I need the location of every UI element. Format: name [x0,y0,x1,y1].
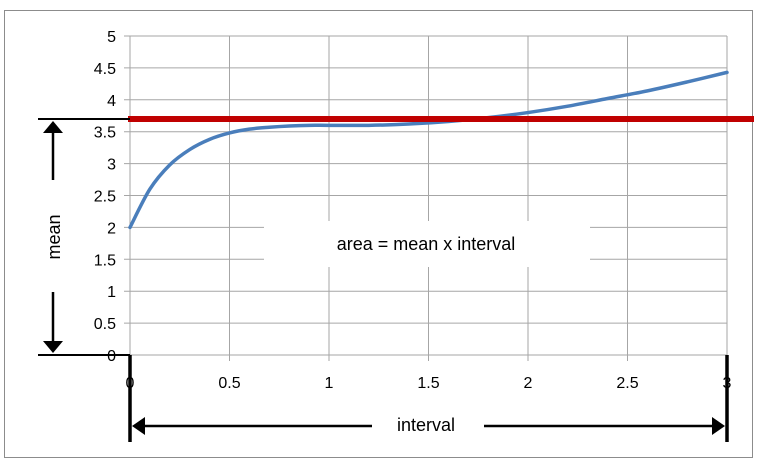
data-series-line [128,70,729,230]
interval-arrow-right-head [712,417,725,435]
y-tick-label: 2.5 [94,189,116,206]
y-tick-label: 0 [107,348,116,365]
y-tick-label: 0.5 [94,316,116,333]
annotation-text: area = mean x interval [337,234,516,254]
interval-label: interval [397,415,455,435]
y-tick-label: 2 [107,220,116,237]
vertical-gridlines [129,36,728,361]
y-tick-label: 5 [107,29,116,46]
horizontal-gridlines [124,35,727,356]
mean-arrow-down-head [43,341,63,353]
x-tick-label: 1 [325,375,334,392]
y-tick-label: 3 [107,157,116,174]
x-tick-label: 1.5 [417,375,439,392]
x-tick-label: 2.5 [616,375,638,392]
y-tick-label: 4 [107,93,116,110]
y-tick-labels: 0 0.5 1 1.5 2 2.5 3 3.5 4 4.5 5 [94,29,116,365]
interval-arrow-left-head [132,417,145,435]
mean-arrow-up-head [43,121,63,133]
y-tick-label: 3.5 [94,125,116,142]
y-tick-label: 4.5 [94,61,116,78]
x-tick-label: 2 [524,375,533,392]
annotation-box [264,221,590,267]
x-tick-label: 0.5 [218,375,240,392]
y-tick-label: 1 [107,284,116,301]
mean-label: mean [44,214,64,259]
x-tick-labels: 00.511.522.53 [126,375,732,392]
y-tick-label: 1.5 [94,252,116,269]
